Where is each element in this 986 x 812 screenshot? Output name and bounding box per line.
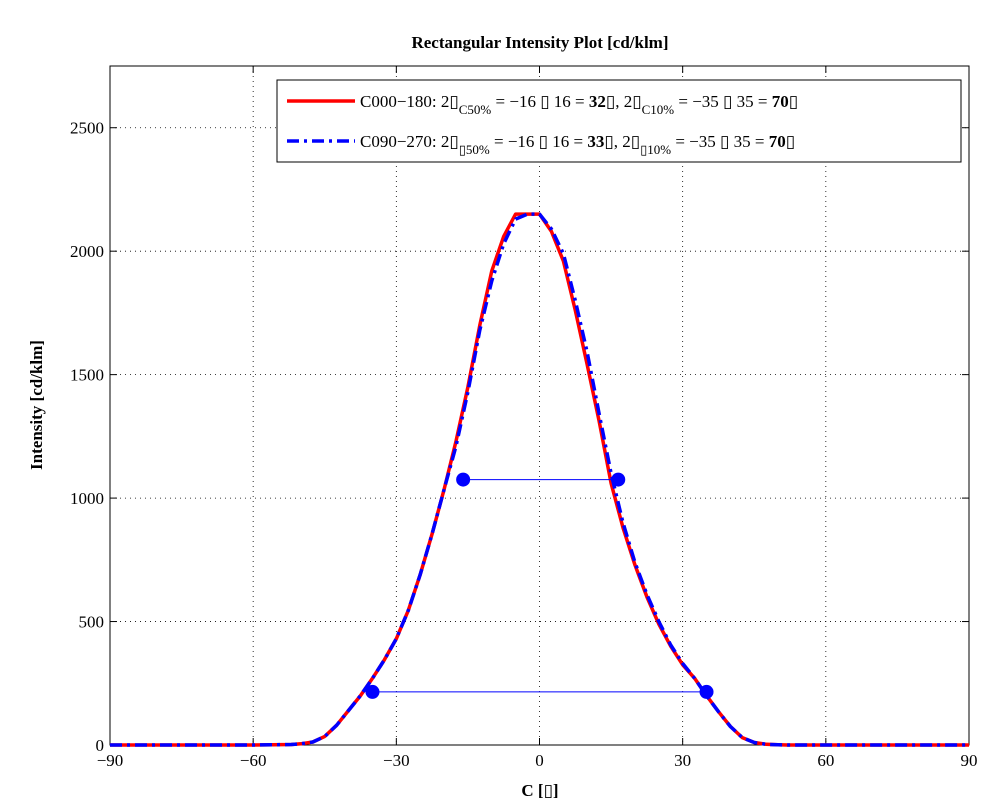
x-tick-label: 90 bbox=[961, 751, 978, 770]
y-tick-label: 500 bbox=[79, 613, 105, 632]
x-tick-label: −90 bbox=[97, 751, 124, 770]
axis-ticks: −90 −60 −30 0 30 60 90 0 500 1000 1500 2000 2500 bbox=[70, 66, 978, 770]
series-group bbox=[110, 212, 969, 747]
x-tick-label: 30 bbox=[674, 751, 691, 770]
legend-box bbox=[276, 79, 962, 163]
y-axis-label: Intensity [cd/klm] bbox=[27, 340, 46, 470]
half_max-marker bbox=[611, 472, 626, 487]
y-tick-label: 1000 bbox=[70, 489, 104, 508]
y-tick-label: 1500 bbox=[70, 366, 104, 385]
annotations-group bbox=[365, 472, 714, 699]
legend: C000−180: 2▯C50% = −16 ▯ 16 = 32▯, 2▯C10… bbox=[276, 79, 962, 163]
half_max-marker bbox=[456, 472, 471, 487]
tenth_max-marker bbox=[365, 684, 380, 699]
series-line-2 bbox=[110, 212, 969, 747]
legend-entry-2: C090−270: 2▯▯50% = −16 ▯ 16 = 33▯, 2▯▯10… bbox=[360, 132, 795, 157]
legend-entry-1: C000−180: 2▯C50% = −16 ▯ 16 = 32▯, 2▯C10… bbox=[360, 92, 798, 117]
y-tick-label: 2500 bbox=[70, 119, 104, 138]
x-tick-label: −60 bbox=[240, 751, 267, 770]
y-tick-label: 0 bbox=[96, 736, 105, 755]
x-tick-label: 60 bbox=[817, 751, 834, 770]
tenth_max-marker bbox=[699, 684, 714, 699]
y-tick-label: 2000 bbox=[70, 242, 104, 261]
x-tick-label: −30 bbox=[383, 751, 410, 770]
x-axis-label: C [▯] bbox=[521, 781, 558, 800]
x-tick-label: 0 bbox=[535, 751, 544, 770]
chart-title: Rectangular Intensity Plot [cd/klm] bbox=[411, 33, 668, 52]
